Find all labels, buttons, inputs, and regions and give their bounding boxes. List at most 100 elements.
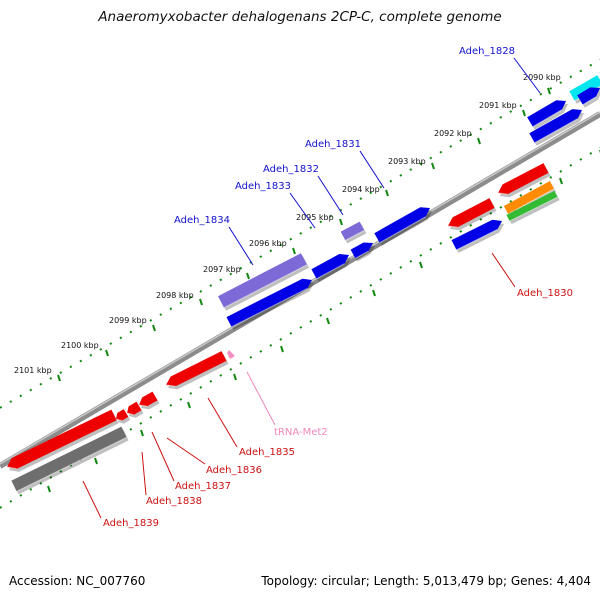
outer-tick-track-dot <box>99 347 103 351</box>
major-tick <box>105 349 109 357</box>
gene-label-reverse: Adeh_1839 <box>103 518 159 529</box>
outer-tick-track-dot <box>129 330 133 334</box>
inner-tick-track-dot <box>149 415 153 419</box>
feature-trna <box>227 350 235 359</box>
tick-label: 2091 kbp <box>479 101 517 110</box>
inner-tick-track-dot <box>469 224 473 227</box>
map-title: Anaeromyxobacter dehalogenans 2CP-C, com… <box>98 9 502 25</box>
inner-tick-track-dot <box>259 349 263 353</box>
feature-adeh-1833-body <box>340 221 365 241</box>
outer-tick-track-dot <box>69 365 73 369</box>
major-tick <box>547 87 551 95</box>
outer-tick-track-dot <box>499 116 503 119</box>
inner-tick-track-dot <box>19 493 23 497</box>
outer-tick-track-dot <box>229 272 233 276</box>
outer-tick-track-dot <box>559 81 563 84</box>
gene-label-forward: Adeh_1831 <box>305 139 361 150</box>
inner-major-tick <box>47 485 51 493</box>
feature-adeh-1831-body <box>374 207 430 243</box>
inner-tick-track-dot <box>439 242 443 245</box>
outer-tick-track-dot <box>79 359 83 363</box>
inner-tick-track-dot <box>159 409 163 413</box>
inner-tick-track-dot <box>549 176 553 179</box>
inner-tick-track-dot <box>189 391 193 395</box>
outer-tick-track-dot <box>309 226 313 229</box>
feature-adeh-1833-highlight <box>345 229 365 241</box>
major-tick <box>152 324 156 332</box>
outer-tick-track-dot <box>419 162 423 166</box>
inner-tick-track-dot <box>369 283 373 287</box>
feature-adeh-1834c-highlight <box>231 287 308 328</box>
inner-tick-track-dot <box>29 487 33 491</box>
inner-tick-track-dot <box>209 379 213 383</box>
inner-major-tick <box>372 289 376 297</box>
gene-label-reverse: Adeh_1836 <box>206 465 262 476</box>
inner-tick-track-dot <box>579 158 583 161</box>
inner-tick-track-dot <box>9 499 13 503</box>
outer-tick-track-dot <box>379 185 383 189</box>
tick-label: 2097 kbp <box>203 265 241 274</box>
feature-cyan-body <box>569 75 600 101</box>
leader-line-reverse <box>141 451 147 496</box>
outer-tick-track-dot <box>29 388 33 392</box>
inner-major-tick <box>280 345 284 353</box>
feature-adeh-1830b <box>447 198 497 231</box>
leader-line-trna <box>246 371 276 426</box>
feature-adeh-1835 <box>165 351 229 390</box>
inner-tick-track-dot <box>519 194 523 197</box>
inner-tick-track-dot <box>319 313 323 317</box>
outer-tick-track-dot <box>279 243 283 247</box>
feature-adeh-1832-highlight <box>355 250 369 259</box>
gene-label-reverse: Adeh_1835 <box>239 447 295 458</box>
outer-tick-track-dot <box>149 318 153 322</box>
feature-adeh-1829-highlight <box>534 118 579 144</box>
accession-value: NC_007760 <box>76 574 146 588</box>
feature-gray-body <box>11 426 127 492</box>
leader-line-reverse <box>166 437 206 465</box>
feature-adeh-1836-body <box>139 391 158 407</box>
outer-tick-track-dot <box>299 232 303 235</box>
inner-tick-track-dot <box>399 265 403 269</box>
inner-tick-track-dot <box>249 355 253 359</box>
feature-adeh-1828b <box>577 87 600 108</box>
major-tick <box>385 189 389 197</box>
feature-adeh-1836-highlight <box>138 404 148 407</box>
feature-adeh-1834-body <box>218 253 307 308</box>
feature-adeh-1829 <box>529 109 584 146</box>
feature-orange-body <box>503 181 555 214</box>
tick-label: 2096 kbp <box>249 239 287 248</box>
inner-tick-track-dot <box>179 397 183 401</box>
feature-adeh-1834c-body <box>226 278 312 327</box>
feature-green-body <box>506 190 558 222</box>
inner-tick-track-dot <box>199 385 203 389</box>
gene-label-forward: Adeh_1832 <box>263 164 319 175</box>
feature-adeh-1838 <box>115 409 131 424</box>
inner-tick-track-dot <box>299 325 303 329</box>
feature-gray-highlight <box>16 436 127 492</box>
outer-tick-track-dot <box>369 191 373 195</box>
inner-tick-track-dot <box>129 427 133 431</box>
feature-adeh-1831 <box>374 207 432 246</box>
inner-major-tick <box>94 457 98 465</box>
outer-tick-track-dot <box>329 214 333 218</box>
leader-line-reverse <box>151 431 175 482</box>
outer-tick-track-dot <box>349 203 353 206</box>
feature-adeh-1834b <box>311 254 351 282</box>
inner-tick-track-dot <box>329 307 333 311</box>
outer-tick-track-dot <box>359 197 363 200</box>
inner-tick-track-dot <box>389 271 393 275</box>
tick-label: 2092 kbp <box>434 129 472 138</box>
feature-orange <box>503 181 557 217</box>
outer-tick-track-dot <box>459 139 463 142</box>
major-tick <box>199 298 203 306</box>
feature-adeh-1828a-body <box>527 100 566 127</box>
feature-adeh-1837-highlight <box>126 412 134 416</box>
feature-adeh-1828a-highlight <box>532 109 563 128</box>
tick-label: 2100 kbp <box>61 341 99 350</box>
outer-tick-track-dot <box>569 75 573 79</box>
feature-adeh-1836 <box>138 391 160 410</box>
feature-adeh-1828b-body <box>577 87 600 105</box>
inner-tick-track-dot <box>449 236 453 239</box>
tick-label: 2093 kbp <box>388 157 426 166</box>
